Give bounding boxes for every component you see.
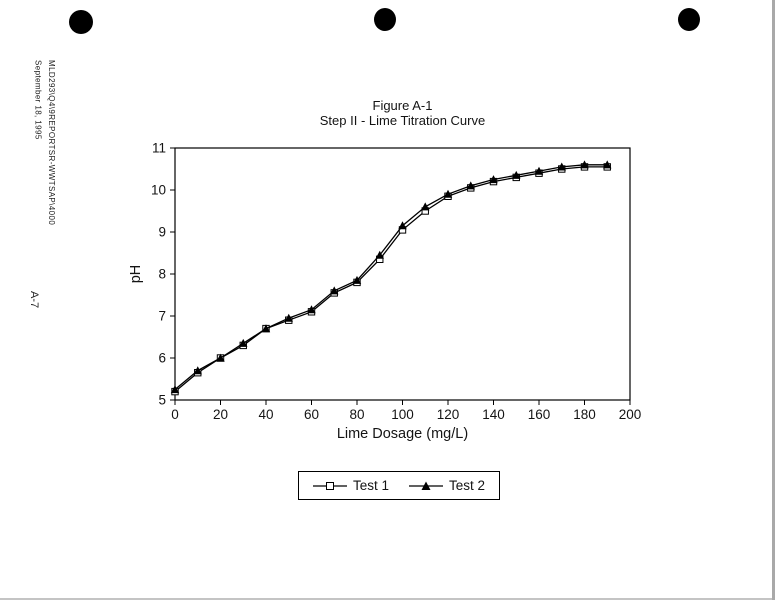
figure-title: Figure A-1 Step II - Lime Titration Curv… [175, 98, 630, 128]
svg-text:180: 180 [573, 407, 596, 422]
svg-text:pH: pH [128, 265, 144, 284]
svg-text:160: 160 [528, 407, 551, 422]
legend-label-test1: Test 1 [353, 478, 390, 493]
chart-legend: Test 1 Test 2 [298, 471, 501, 500]
figure-title-line1: Figure A-1 [372, 98, 433, 113]
svg-text:120: 120 [437, 407, 460, 422]
svg-text:40: 40 [258, 407, 273, 422]
svg-text:5: 5 [158, 393, 166, 408]
file-reference-text: MLD293\Q4\9REPORTSR-WWTSAP\4000 [47, 60, 57, 226]
svg-text:80: 80 [349, 407, 364, 422]
svg-text:20: 20 [213, 407, 228, 422]
document-date-text: September 18, 1995 [33, 60, 43, 140]
svg-text:140: 140 [482, 407, 505, 422]
svg-text:60: 60 [304, 407, 319, 422]
titration-chart: 0 20 40 60 80 100 120 140 160 180 200 5 6 7 8 9 10 11 Lime… [120, 133, 650, 463]
svg-text:100: 100 [391, 407, 414, 422]
punch-hole-icon [69, 10, 93, 34]
legend-item-test2: Test 2 [409, 478, 485, 493]
punch-hole-icon [678, 8, 700, 31]
legend-label-test2: Test 2 [449, 478, 486, 493]
svg-text:0: 0 [171, 407, 179, 422]
figure-title-line2: Step II - Lime Titration Curve [319, 112, 486, 128]
svg-text:7: 7 [158, 309, 166, 324]
filled-triangle-marker-icon [409, 481, 444, 490]
titration-chart-plot: 0 20 40 60 80 100 120 140 160 180 200 5 6 7 8 9 10 11 Lime… [128, 141, 642, 443]
svg-text:11: 11 [152, 141, 166, 156]
svg-text:8: 8 [158, 267, 166, 282]
legend-item-test1: Test 1 [313, 478, 389, 493]
document-margin-text: MLD293\Q4\9REPORTSR-WWTSAP\4000 Septembe… [31, 60, 58, 225]
svg-text:Lime Dosage (mg/L): Lime Dosage (mg/L) [337, 426, 468, 442]
svg-text:6: 6 [158, 351, 166, 366]
svg-text:9: 9 [158, 225, 166, 240]
open-square-marker-icon [313, 481, 347, 490]
svg-text:200: 200 [619, 407, 642, 422]
page-number: A-7 [28, 291, 40, 309]
punch-hole-icon [374, 8, 396, 31]
svg-text:10: 10 [151, 183, 166, 198]
